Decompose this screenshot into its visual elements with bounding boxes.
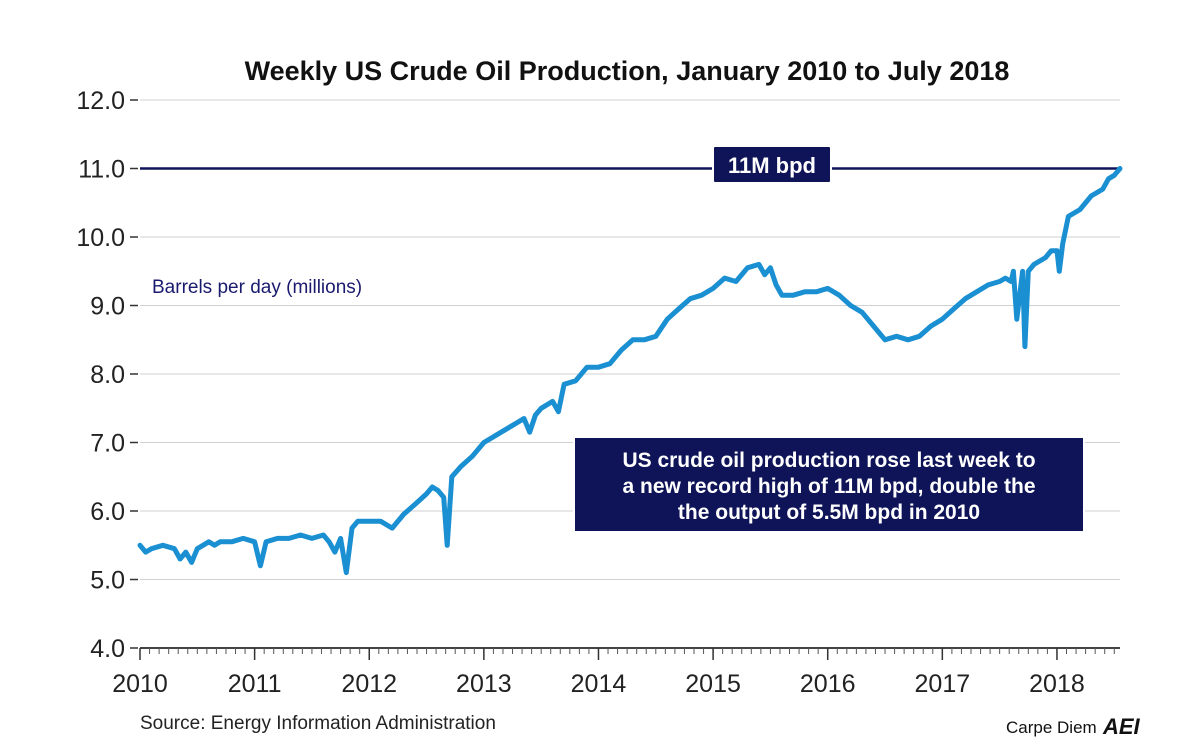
x-tick-label: 2012 — [341, 670, 397, 698]
reference-label-box — [712, 145, 832, 184]
x-tick-label: 2013 — [456, 670, 512, 698]
x-tick-label: 2018 — [1029, 670, 1085, 698]
x-tick-label: 2010 — [112, 670, 168, 698]
y-tick-label: 12.0 — [76, 87, 125, 115]
x-tick-label: 2016 — [800, 670, 856, 698]
y-tick-label: 10.0 — [76, 224, 125, 252]
y-tick-label: 5.0 — [90, 567, 125, 595]
x-tick-label: 2011 — [228, 670, 282, 698]
annotation-box: US crude oil production rose last week t… — [573, 436, 1085, 533]
x-tick-label: 2017 — [915, 670, 971, 698]
annotation-line-3: the output of 5.5M bpd in 2010 — [678, 501, 980, 524]
annotation-box-bg — [573, 436, 1085, 533]
y-tick-label: 11.0 — [78, 156, 125, 184]
source-note: Source: Energy Information Administratio… — [140, 713, 496, 734]
x-axis: 2010 2011 2012 2013 2014 2015 2016 2017 2018 — [112, 647, 1120, 698]
y-tick-label: 7.0 — [90, 430, 125, 458]
reference-line-label: 11M bpd — [712, 145, 832, 184]
y-tick-label: 4.0 — [90, 635, 125, 663]
chart-title: Weekly US Crude Oil Production, January … — [245, 56, 1010, 86]
y-axis: 4.0 5.0 6.0 7.0 8.0 9.0 10.0 11.0 12.0 — [76, 87, 138, 663]
y-tick-label: 8.0 — [90, 361, 125, 389]
annotation-line-2: a new record high of 11M bpd, double the — [622, 475, 1035, 498]
y-axis-label: Barrels per day (millions) — [152, 277, 362, 298]
reference-label-text: 11M bpd — [728, 153, 816, 178]
y-tick-label: 9.0 — [90, 293, 125, 321]
brand-name: Carpe Diem — [1006, 718, 1097, 737]
aei-logo: AEI — [1102, 714, 1141, 739]
x-tick-label: 2014 — [571, 670, 627, 698]
x-tick-label: 2015 — [685, 670, 741, 698]
y-tick-label: 6.0 — [90, 498, 125, 526]
annotation-line-1: US crude oil production rose last week t… — [622, 449, 1035, 472]
series-line-crude-oil-production — [137, 166, 1123, 576]
